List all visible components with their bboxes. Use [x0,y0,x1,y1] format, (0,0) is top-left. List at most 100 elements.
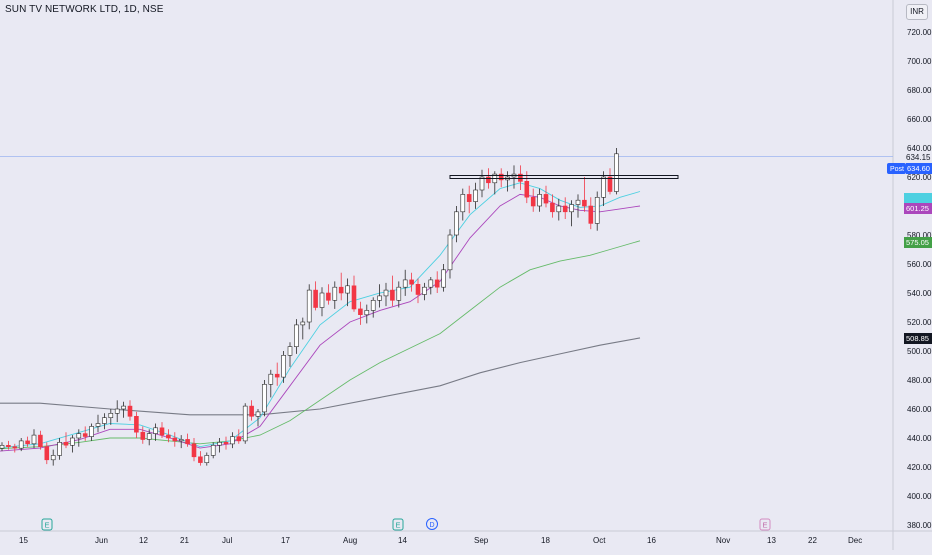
candle [223,441,229,445]
candle [479,176,485,191]
candle [268,373,274,385]
price-tick: 560.00 [907,260,932,269]
candle [607,176,613,192]
candle [575,199,581,205]
candle [543,194,549,204]
candle [326,292,331,301]
time-tick: Jun [95,536,108,545]
candle [127,405,133,417]
time-tick: Oct [593,536,606,545]
price-tick: 540.00 [907,289,932,298]
candle [121,405,126,410]
sma-long-badge [904,333,932,344]
event-markers[interactable]: E E D E [41,518,771,531]
price-tick: 460.00 [907,405,932,414]
candle [249,405,254,417]
candle [25,440,30,445]
ma-short-label: 601.25 [906,204,929,213]
post-price-label: 634.60 [907,164,930,173]
candle [134,415,139,433]
ma-mid-label: 575.05 [906,238,929,247]
price-tick: 660.00 [907,115,932,124]
candle [332,286,338,301]
time-tick: Nov [716,536,730,545]
candles[interactable] [0,148,619,466]
candle [434,279,440,288]
currency-button[interactable]: INR [906,4,928,20]
candle [31,434,37,445]
candle [95,423,101,427]
candle [562,205,568,213]
candle [18,440,24,449]
chart-title: SUN TV NETWORK LTD, 1D, NSE [5,4,164,15]
ma-short-badge [904,203,932,214]
price-tick: 380.00 [907,521,932,530]
candle [345,285,350,294]
candle [415,283,421,295]
time-tick: 17 [281,536,290,545]
time-axis[interactable]: 15 Jun 12 21 Jul 17 Aug 14 Sep 18 Oct 16… [19,536,862,545]
price-tick: 420.00 [907,463,932,472]
candle [396,286,402,301]
drawings[interactable] [449,175,679,179]
candle [422,286,427,295]
candle [390,289,395,301]
candle [351,285,357,310]
candle [178,439,184,442]
candle [550,202,555,213]
price-tick: 620.00 [907,173,932,182]
price-axis[interactable]: 720.00 700.00 680.00 660.00 640.00 620.0… [907,28,932,530]
candle [140,431,146,440]
ma-mid-badge [904,237,932,248]
price-tick: 580.00 [907,231,932,240]
time-tick: 12 [139,536,148,545]
dividend-marker[interactable]: D [426,518,438,530]
candle [281,354,286,378]
candle [319,292,325,308]
candle [242,405,248,442]
candle [159,427,165,436]
ma-mid-line [0,240,641,450]
earnings-future-marker[interactable]: E [759,518,771,531]
candle [466,194,472,202]
candle [217,441,222,446]
candle [294,324,299,347]
candle [89,426,94,437]
earnings-icon: E [45,521,50,530]
candle [300,321,306,326]
candle [441,269,446,288]
price-tick: 720.00 [907,28,932,37]
candle [370,299,376,311]
price-labels: 634.15 Post 634.60 601.25 575.05 508.85 [887,153,932,344]
candle [428,279,434,288]
price-tick: 640.00 [907,144,932,153]
candle [556,205,562,213]
price-tick: 500.00 [907,347,932,356]
candle [210,444,216,456]
candle [614,153,619,192]
candle [102,417,107,424]
candle [76,433,82,439]
price-tick: 680.00 [907,86,932,95]
candle [447,234,453,271]
time-tick: 16 [647,536,656,545]
candle [588,205,594,224]
earnings-marker[interactable]: E [392,518,404,531]
candle [146,433,152,440]
candle [498,173,504,181]
post-tag [887,163,906,174]
candle [38,434,43,448]
earnings-marker[interactable]: E [41,518,53,531]
price-tick: 520.00 [907,318,932,327]
time-tick: Jul [222,536,232,545]
candle [236,436,242,442]
price-tick: 700.00 [907,57,932,66]
candle [191,443,197,458]
sma-long-label: 508.85 [906,334,929,343]
candle [50,455,56,461]
candle [108,412,114,418]
earnings-icon: E [763,521,768,530]
